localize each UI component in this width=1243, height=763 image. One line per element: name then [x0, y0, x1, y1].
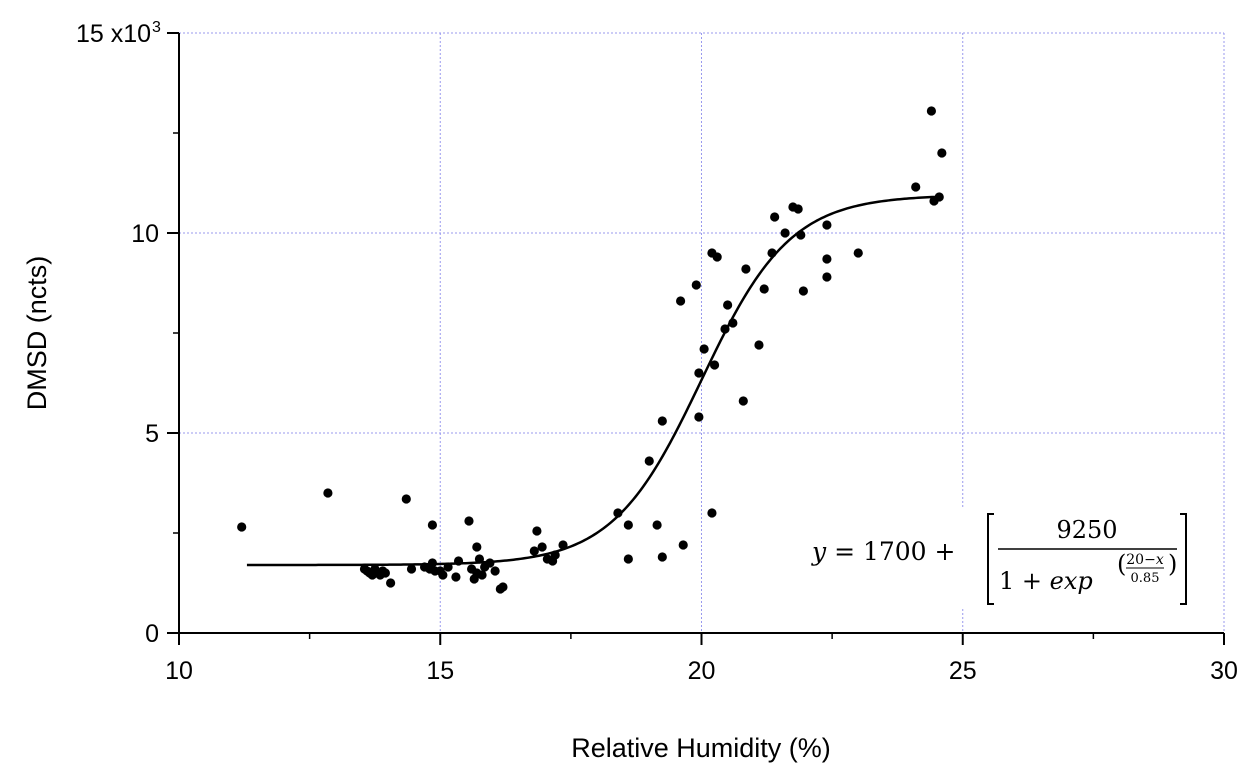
y-axis-title: DMSD (ncts) — [22, 256, 52, 411]
fit-curve — [246, 195, 937, 567]
equation-numerator: 9250 — [1056, 516, 1117, 544]
y-tick-label: 0 — [145, 620, 159, 648]
data-point — [911, 182, 921, 192]
y-exponent-label: 3 — [152, 19, 161, 36]
data-point — [707, 508, 717, 518]
equation-exponent-numerator: 20−x — [1126, 552, 1164, 568]
data-point — [798, 286, 808, 296]
data-point — [770, 212, 780, 222]
data-point — [822, 254, 832, 264]
equation-lhs-rest: = 1700 + — [826, 537, 955, 566]
data-point — [694, 368, 704, 378]
data-point — [796, 230, 806, 240]
data-point — [709, 360, 720, 370]
data-point — [741, 264, 751, 274]
data-point — [474, 554, 485, 564]
x-tick-label: 30 — [1210, 657, 1238, 685]
data-point — [386, 578, 396, 588]
data-point — [759, 284, 769, 294]
data-points — [237, 106, 947, 594]
data-point — [406, 564, 417, 574]
data-point — [401, 494, 411, 504]
data-point — [558, 540, 568, 550]
data-point — [529, 546, 539, 556]
data-point — [623, 554, 633, 564]
data-point — [793, 204, 803, 214]
data-point — [438, 570, 448, 580]
data-point — [678, 540, 688, 550]
x-tick-label: 15 — [426, 657, 454, 685]
data-point — [723, 300, 733, 310]
data-point — [934, 192, 944, 202]
y-tick-label: 10 — [131, 220, 159, 248]
data-point — [464, 516, 474, 526]
x-ticks: 10 15 20 25 30 — [165, 633, 1238, 685]
data-point — [676, 296, 686, 306]
data-point — [822, 272, 832, 282]
equation-exponent-right-paren: ) — [1168, 550, 1177, 578]
data-point — [853, 248, 863, 258]
grid — [179, 32, 1225, 633]
data-point — [380, 568, 390, 578]
equation-exponent-denominator: 0.85 — [1131, 571, 1160, 586]
data-point — [453, 556, 464, 566]
data-point — [490, 566, 500, 576]
equation-lhs: y = 1700 + — [811, 537, 955, 566]
y-tick-label: 5 — [145, 420, 159, 448]
x-tick-label: 10 — [165, 657, 193, 685]
fit-equation: y = 1700 + 9250 1 + exp ( ) 20−x 0.85 — [808, 508, 1200, 608]
equation-exponent-left-paren: ( — [1117, 550, 1126, 578]
data-point — [728, 318, 738, 328]
data-point — [937, 148, 947, 158]
data-point — [699, 344, 709, 354]
data-point — [720, 324, 730, 334]
y-ticks: 0 5 10 15 x10 3 — [76, 19, 179, 648]
data-point — [443, 562, 453, 572]
x-tick-label: 20 — [688, 657, 716, 685]
data-point — [657, 552, 667, 562]
data-point — [754, 340, 764, 350]
equation-denominator: 1 + exp — [999, 567, 1093, 595]
data-point — [532, 526, 542, 536]
data-point — [427, 520, 438, 530]
data-point — [644, 456, 654, 466]
equation-denominator-one: 1 + — [999, 567, 1050, 595]
data-point — [485, 558, 495, 568]
data-point — [926, 106, 937, 116]
data-point — [694, 412, 704, 422]
data-point — [712, 252, 722, 262]
data-point — [738, 396, 748, 406]
data-point — [691, 280, 701, 290]
data-point — [477, 570, 487, 580]
data-point — [652, 520, 662, 530]
data-point — [657, 416, 667, 426]
data-point — [537, 542, 547, 552]
data-point — [237, 522, 247, 532]
data-point — [767, 248, 777, 258]
equation-exp: exp — [1050, 567, 1093, 595]
y-tick-label: 15 x10 — [76, 20, 151, 48]
data-point — [498, 582, 508, 592]
data-point — [613, 508, 623, 518]
data-point — [323, 488, 333, 498]
data-point — [427, 558, 438, 568]
x-axis-title: Relative Humidity (%) — [571, 733, 831, 763]
x-tick-label: 25 — [949, 657, 977, 685]
equation-right-bracket — [1180, 513, 1187, 605]
equation-background — [808, 508, 1200, 608]
data-point — [472, 542, 482, 552]
data-point — [451, 572, 461, 582]
data-point — [780, 228, 790, 238]
data-point — [623, 520, 633, 530]
equation-left-bracket — [987, 513, 994, 605]
data-point — [550, 550, 560, 560]
data-point — [822, 220, 832, 230]
